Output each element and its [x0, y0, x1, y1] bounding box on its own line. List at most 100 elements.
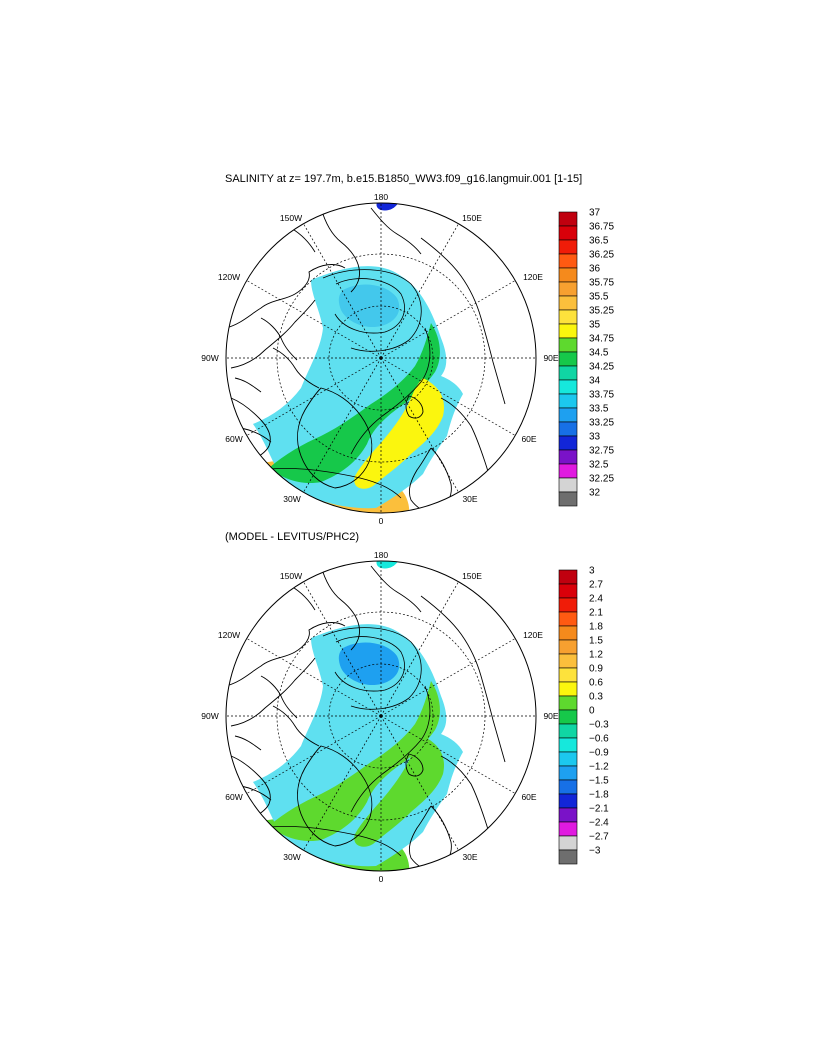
colorbar-swatch — [558, 737, 578, 753]
colorbar-tick-label: 37 — [589, 208, 601, 219]
colorbar-tick-label: 33 — [589, 432, 601, 443]
colorbar-tick-label: 34.5 — [589, 348, 609, 359]
salinity-map — [226, 203, 536, 513]
coastline-segment — [420, 237, 506, 405]
colorbar-swatch — [558, 765, 578, 781]
field-bering-low — [376, 203, 401, 211]
field-central-basin — [338, 642, 400, 686]
difference-panel: (MODEL - LEVITUS/PHC2) 180 150W 150E 120… — [201, 531, 609, 884]
colorbar-swatch — [558, 295, 578, 311]
colorbar-swatch — [558, 639, 578, 655]
coastline-segment — [405, 395, 424, 419]
colorbar-swatch — [558, 379, 578, 395]
colorbar-tick-label: 1.5 — [589, 636, 603, 647]
colorbar-swatch — [558, 211, 578, 227]
colorbar-swatch — [558, 709, 578, 725]
coastline-segment — [260, 317, 320, 389]
meridian-line — [303, 581, 382, 717]
lon-label-150w: 150W — [280, 213, 302, 223]
colorbar-swatch — [558, 323, 578, 339]
colorbar-swatch — [558, 365, 578, 381]
colorbar-swatch — [558, 477, 578, 493]
colorbar-swatch — [558, 463, 578, 479]
meridian-line — [380, 638, 516, 717]
map-border — [225, 560, 537, 872]
contour-line — [334, 636, 405, 692]
lon-label-0: 0 — [379, 874, 384, 884]
colorbar-tick-label: −0.6 — [589, 734, 609, 745]
colorbar-tick-label: 1.8 — [589, 622, 603, 633]
salinity-panel: SALINITY at z= 197.7m, b.e15.B1850_WW3.f… — [201, 173, 614, 526]
colorbar-swatch — [558, 583, 578, 599]
colorbar-tick-label: 33.5 — [589, 404, 609, 415]
colorbar-tick-label: 32 — [589, 488, 601, 499]
lon-label-60e: 60E — [521, 434, 536, 444]
colorbar-swatch — [558, 597, 578, 613]
colorbar-swatch — [558, 835, 578, 851]
colorbar-tick-label: 0 — [589, 706, 595, 717]
colorbar-swatch — [558, 435, 578, 451]
meridian-line — [246, 638, 382, 717]
contour-line — [322, 269, 422, 352]
coastline-segment — [420, 595, 506, 763]
colorbar-tick-label: 36.5 — [589, 236, 609, 247]
colorbar-tick-label: −0.9 — [589, 748, 609, 759]
lon-label-90e: 90E — [543, 711, 558, 721]
colorbar-tick-label: 36 — [589, 264, 601, 275]
colorbar-swatch — [558, 779, 578, 795]
colorbar-swatch — [558, 225, 578, 241]
colorbar-tick-label: −1.2 — [589, 762, 609, 773]
lon-label-180: 180 — [374, 192, 388, 202]
meridian-line — [246, 357, 382, 436]
colorbar-swatch — [558, 309, 578, 325]
field-bering-low — [376, 561, 401, 569]
difference-panel-title: (MODEL - LEVITUS/PHC2) — [225, 531, 359, 543]
colorbar-tick-label: −3 — [589, 846, 601, 857]
colorbar-tick-label: 2.4 — [589, 594, 603, 605]
lat-lon-grid — [226, 203, 536, 513]
colorbar-swatch — [558, 653, 578, 669]
colorbar-tick-label: 0.6 — [589, 678, 603, 689]
lon-label-150e: 150E — [462, 571, 482, 581]
contour-line — [350, 327, 431, 455]
lon-label-150e: 150E — [462, 213, 482, 223]
meridian-line — [246, 715, 382, 794]
meridian-line — [380, 223, 459, 359]
coastline-segment — [405, 753, 424, 777]
map-border — [225, 202, 537, 514]
colorbar-swatch — [558, 849, 578, 865]
colorbar-tick-label: 34.25 — [589, 362, 614, 373]
contour-line — [260, 825, 402, 857]
meridian-line — [303, 715, 382, 851]
lon-label-60w: 60W — [225, 792, 242, 802]
meridian-line — [380, 715, 459, 851]
colorbar-tick-label: 33.75 — [589, 390, 614, 401]
colorbar-tick-label: 2.7 — [589, 580, 603, 591]
colorbar-swatch — [558, 421, 578, 437]
field-central-basin — [338, 284, 400, 328]
colorbar-tick-label: −0.3 — [589, 720, 609, 731]
field-atlantic-inflow — [269, 681, 440, 842]
meridian-line — [380, 357, 516, 436]
colorbar-swatch — [558, 393, 578, 409]
colorbar-tick-label: 36.75 — [589, 222, 614, 233]
lon-label-90e: 90E — [543, 353, 558, 363]
colorbar-tick-label: 34 — [589, 376, 601, 387]
lon-label-120e: 120E — [523, 272, 543, 282]
coastline-segment — [320, 207, 360, 293]
coastline-segment — [297, 745, 373, 847]
salinity-colorbar: 37 36.75 36.5 36.25 36 35.75 35.5 35.25 35 34.75 3… — [558, 208, 614, 507]
lon-label-30e: 30E — [462, 494, 477, 504]
coastline-segment — [370, 565, 422, 613]
colorbar-tick-label: 35.25 — [589, 306, 614, 317]
contour-line — [322, 627, 422, 710]
colorbar-tick-label: 3 — [589, 566, 595, 577]
meridian-line — [380, 357, 459, 493]
colorbar-swatch — [558, 351, 578, 367]
colorbar-swatch — [558, 793, 578, 809]
colorbar-tick-label: 36.25 — [589, 250, 614, 261]
colorbar-tick-label: 0.3 — [589, 692, 603, 703]
colorbar-tick-label: 35.5 — [589, 292, 609, 303]
meridian-line — [380, 280, 516, 359]
